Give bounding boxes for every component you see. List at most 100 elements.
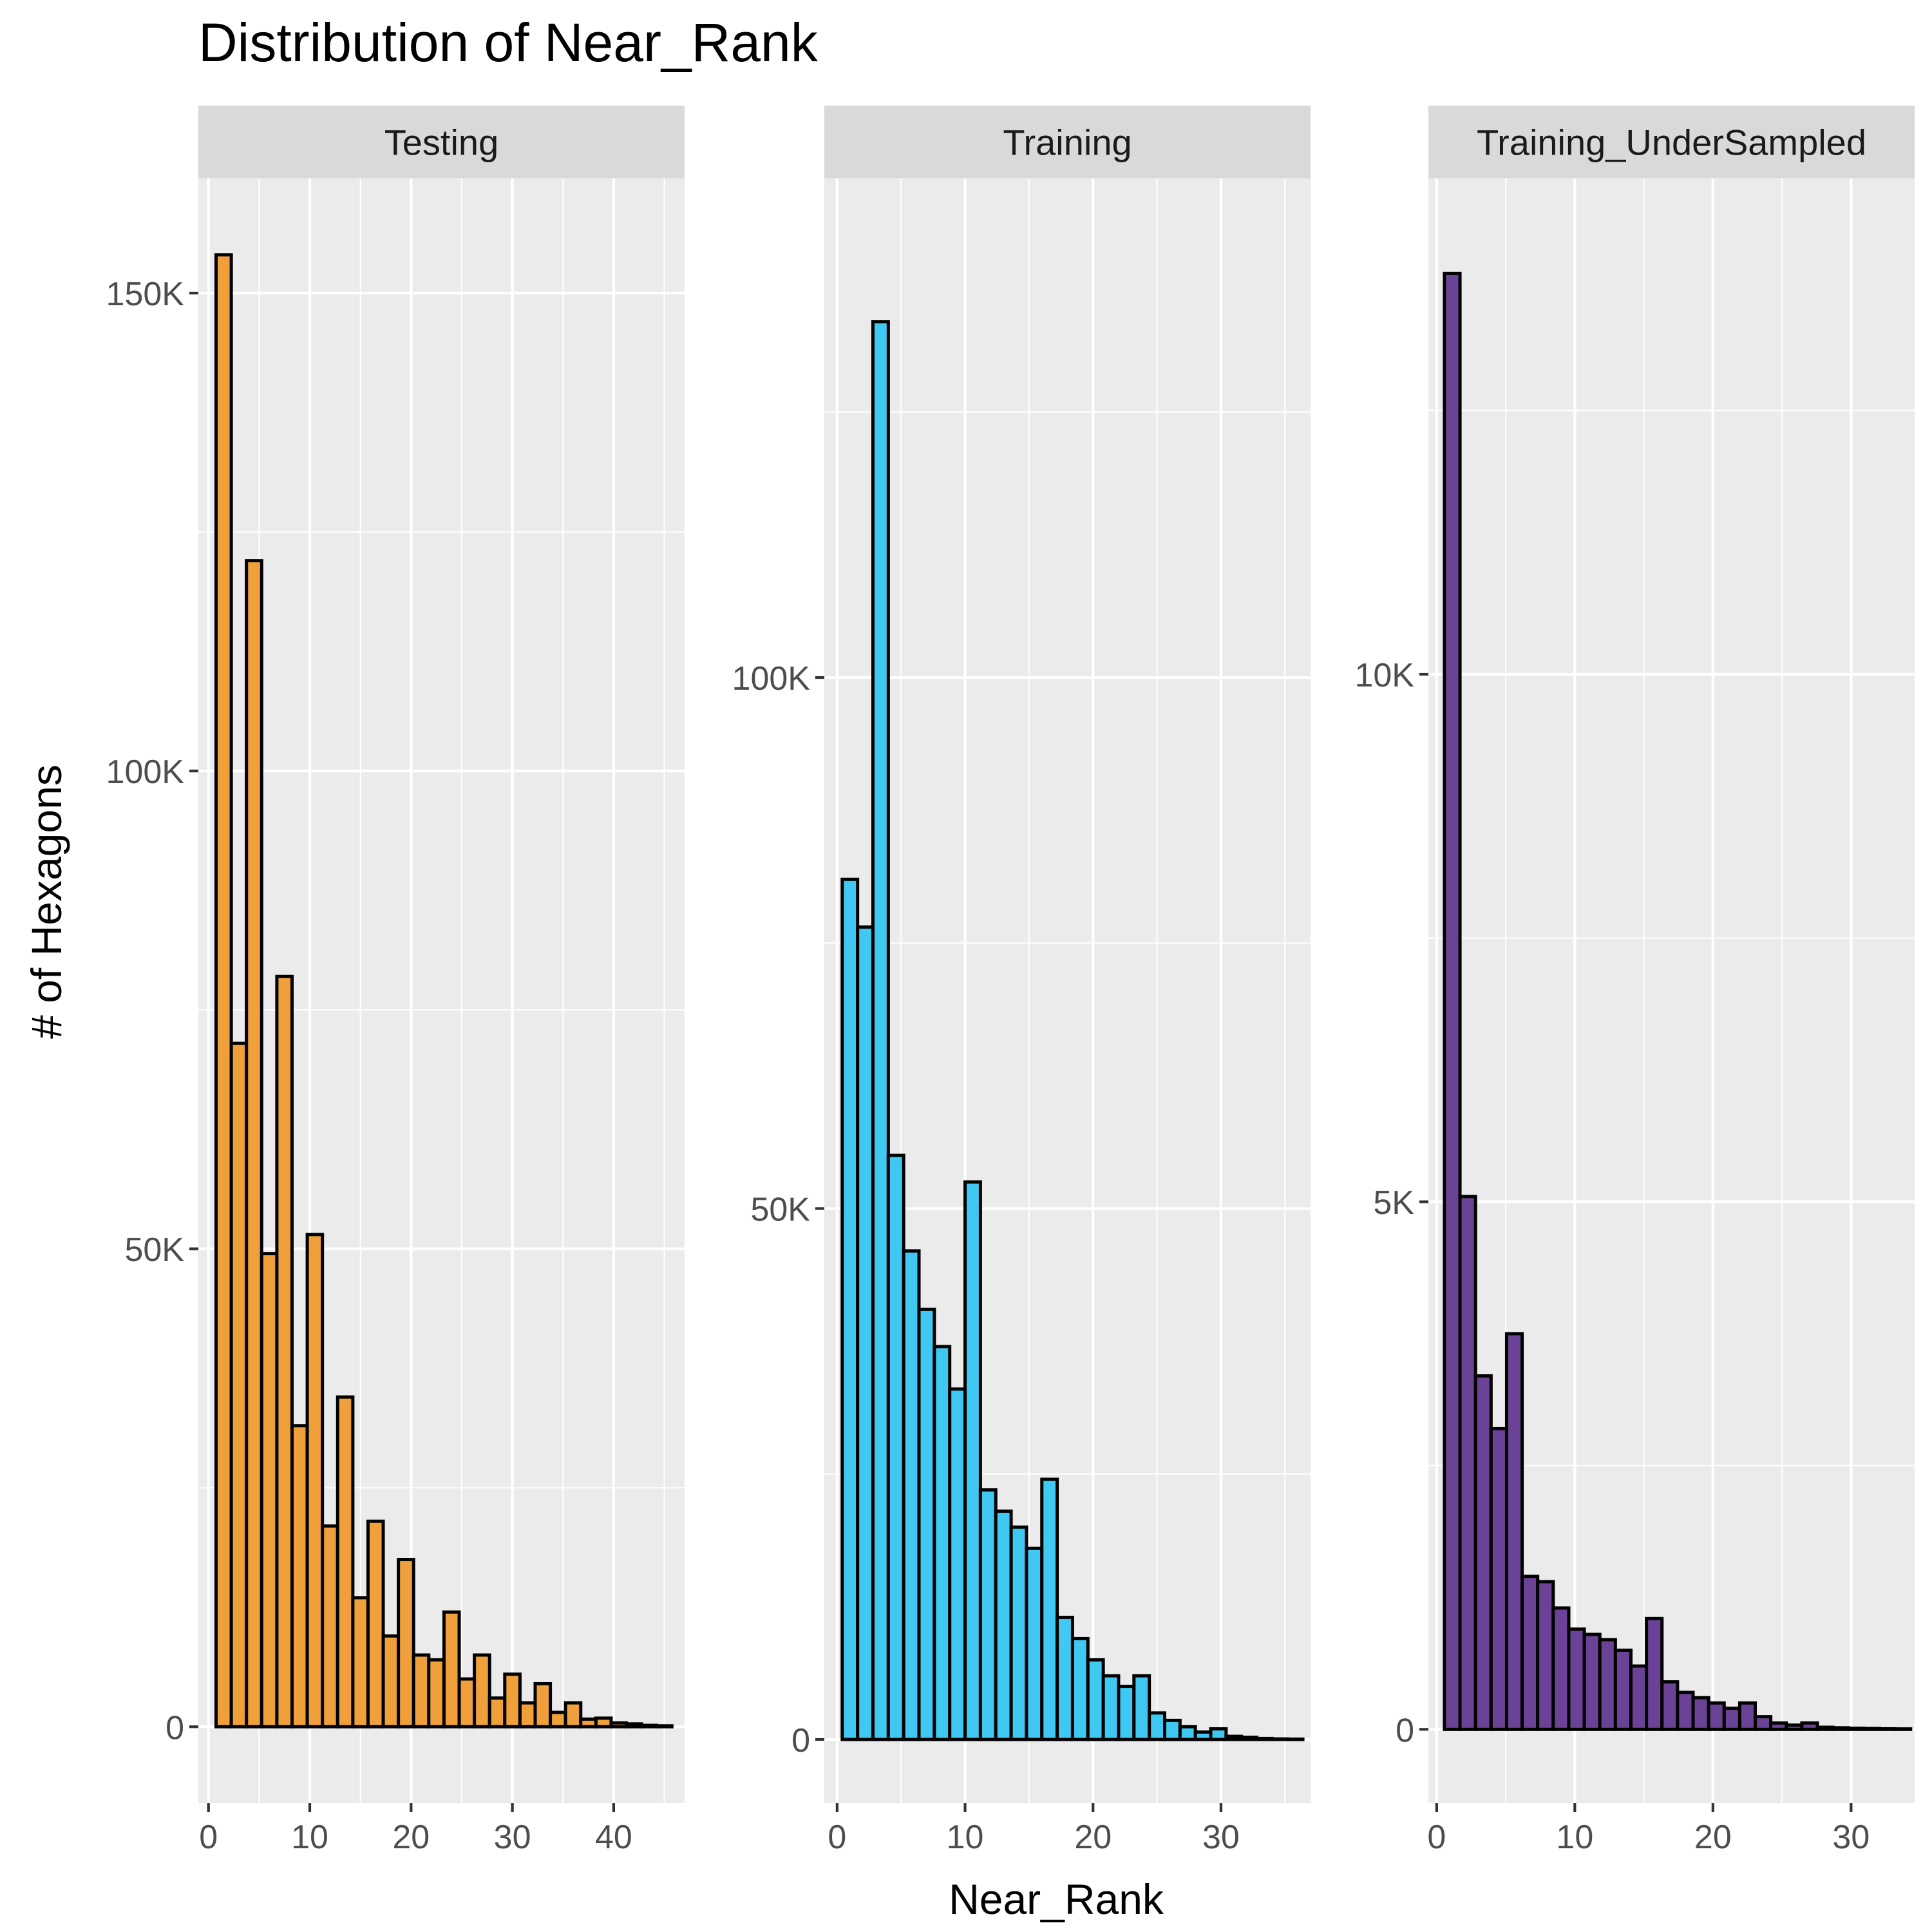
y-tick-label: 0 <box>166 1709 184 1747</box>
histogram-bar <box>1769 1721 1788 1731</box>
x-axis-label: Near_Rank <box>949 1875 1164 1923</box>
x-tick-label: 10 <box>1556 1819 1593 1856</box>
histogram-bar <box>1009 1525 1028 1741</box>
histogram-bar <box>275 974 294 1728</box>
histogram-bar <box>1707 1701 1726 1731</box>
histogram-bar <box>1224 1734 1244 1741</box>
panel-testing: Testing 0 50K 100K 150K 0 10 20 30 40 <box>106 106 685 1856</box>
histogram-bar <box>856 925 875 1741</box>
histogram-bar <box>260 1252 279 1728</box>
histogram-bar <box>609 1721 629 1728</box>
histogram-bar <box>948 1387 967 1741</box>
x-tick-label: 30 <box>1832 1819 1870 1856</box>
x-tick-label: 10 <box>291 1819 328 1856</box>
histogram-bar <box>473 1653 491 1728</box>
facet-panels: Testing 0 50K 100K 150K 0 10 20 30 40 Training 0 50K… <box>106 106 1915 1856</box>
histogram-bars <box>1443 271 1913 1731</box>
histogram-bar <box>1458 1195 1477 1731</box>
histogram-bar <box>366 1519 385 1728</box>
facet-strip <box>1428 106 1915 178</box>
histogram-bar <box>1148 1711 1166 1741</box>
x-tick-label: 20 <box>1694 1819 1732 1856</box>
facet-strip <box>824 106 1311 178</box>
histogram-bar <box>1676 1690 1695 1731</box>
histogram-bar <box>1520 1575 1540 1731</box>
histogram-bar <box>1846 1727 1866 1731</box>
histogram-bar <box>871 320 890 1741</box>
histogram-bar <box>1567 1627 1586 1731</box>
histogram-bar <box>229 1041 249 1728</box>
histogram-bar <box>397 1558 415 1728</box>
histogram-bar <box>1193 1730 1213 1741</box>
x-tick-label: 30 <box>1202 1819 1240 1856</box>
y-tick-label: 10K <box>1354 657 1414 694</box>
histogram-bar <box>655 1724 674 1728</box>
histogram-bar <box>1504 1332 1524 1731</box>
histogram-bar <box>1056 1615 1074 1741</box>
panel-training-undersampled: Training_UnderSampled 0 5K 10K 0 10 20 30 <box>1354 106 1915 1856</box>
histogram-bar <box>1255 1736 1274 1741</box>
histogram-bar <box>427 1658 446 1728</box>
histogram-bar <box>902 1249 921 1741</box>
histogram-bar <box>488 1696 507 1728</box>
x-tick-label: 20 <box>1074 1819 1112 1856</box>
histogram-bar <box>549 1710 567 1728</box>
y-axis-label: # of Hexagons <box>23 764 70 1039</box>
y-tick-label: 50K <box>124 1231 184 1269</box>
histogram-bar <box>1240 1736 1259 1741</box>
histogram-bar <box>381 1634 401 1728</box>
facet-strip <box>198 106 685 178</box>
histogram-bar <box>214 253 233 1728</box>
y-tick-label: 5K <box>1373 1184 1414 1222</box>
histogram-bar <box>321 1524 339 1728</box>
histogram-bar <box>1660 1680 1680 1731</box>
histogram-bar <box>1862 1727 1882 1731</box>
histogram-bars <box>214 253 674 1728</box>
histogram-bar <box>1070 1636 1090 1741</box>
histogram-bar <box>594 1716 613 1728</box>
histogram-bar <box>1473 1374 1493 1731</box>
y-tick-label: 100K <box>732 660 811 697</box>
facet-strip-label: Testing <box>384 122 498 163</box>
histogram-bar <box>351 1596 370 1728</box>
histogram-bar <box>1209 1727 1228 1741</box>
x-tick-label: 0 <box>1427 1819 1446 1856</box>
histogram-bar <box>579 1717 598 1728</box>
histogram-bar <box>336 1395 355 1728</box>
histogram-bar <box>245 559 263 1728</box>
histogram-bar <box>290 1424 309 1728</box>
histogram-bar <box>1691 1696 1710 1731</box>
chart-title: Distribution of Near_Rank <box>198 12 819 73</box>
y-tick-label: 50K <box>750 1191 810 1229</box>
y-tick-label: 100K <box>106 753 185 791</box>
histogram-bar <box>1613 1648 1633 1731</box>
histogram-bar <box>1878 1727 1897 1731</box>
histogram-bar <box>305 1233 325 1728</box>
histogram-bar <box>1178 1725 1197 1741</box>
y-tick-label: 150K <box>106 276 185 313</box>
histogram-bar <box>1598 1638 1617 1731</box>
histogram-bar <box>1489 1426 1508 1731</box>
histogram-bar <box>1025 1546 1044 1741</box>
x-tick-label: 30 <box>494 1819 531 1856</box>
histogram-bar <box>1163 1718 1182 1741</box>
histogram-bar <box>1831 1726 1850 1731</box>
histogram-bar <box>1086 1658 1105 1741</box>
histogram-bar <box>639 1723 659 1728</box>
histogram-bar <box>503 1672 522 1728</box>
histogram-bar <box>1754 1715 1773 1731</box>
histogram-bar <box>564 1701 583 1728</box>
y-tick-label: 0 <box>791 1722 810 1759</box>
histogram-bar <box>1101 1674 1121 1741</box>
histogram-bar <box>963 1180 982 1741</box>
histogram-bar <box>1629 1664 1649 1731</box>
x-tick-label: 10 <box>947 1819 984 1856</box>
histogram-bar <box>1893 1727 1913 1731</box>
histogram-bar <box>1645 1616 1664 1731</box>
histogram-bar <box>994 1510 1013 1741</box>
facet-strip-label: Training_UnderSampled <box>1477 122 1866 163</box>
histogram-bar <box>442 1610 461 1728</box>
histogram-bar <box>933 1345 952 1741</box>
y-tick-label: 0 <box>1396 1712 1414 1749</box>
